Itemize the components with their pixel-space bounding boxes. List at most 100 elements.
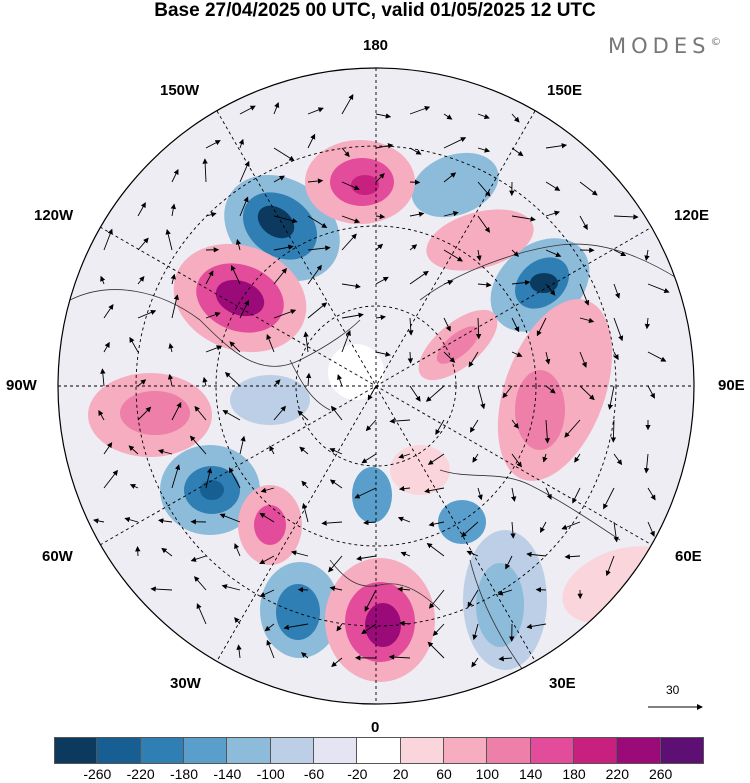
wind-arrow xyxy=(579,283,590,306)
wind-arrow xyxy=(273,147,295,161)
colorbar-tick-label: 180 xyxy=(562,766,586,782)
wind-arrow xyxy=(535,587,547,593)
wind-arrow xyxy=(644,317,651,330)
wind-arrow xyxy=(443,351,456,363)
wind-arrow xyxy=(398,485,411,492)
wind-arrow xyxy=(337,374,343,387)
wind-arrow xyxy=(307,178,324,184)
wind-arrow xyxy=(321,520,343,526)
colorbar-swatch xyxy=(140,737,184,764)
colorbar-swatch xyxy=(357,737,401,764)
wind-arrow xyxy=(171,168,179,183)
lon-label-150w: 150W xyxy=(160,82,200,99)
wind-arrow xyxy=(239,435,246,455)
wind-arrow xyxy=(443,137,467,149)
colorbar-tick-label: -260 xyxy=(83,766,112,782)
wind-arrow xyxy=(511,351,523,357)
wind-arrow xyxy=(100,275,106,285)
wind-arrow xyxy=(472,623,479,641)
wind-arrow xyxy=(329,479,343,489)
wind-arrow xyxy=(511,317,520,333)
wind-arrow xyxy=(443,113,453,120)
wind-arrow xyxy=(545,143,568,149)
wind-arrow xyxy=(472,453,479,463)
wind-arrow xyxy=(397,586,411,592)
lon-label-60e: 60E xyxy=(675,548,702,565)
colorbar-tick-label: -20 xyxy=(347,766,368,782)
wind-arrow xyxy=(137,379,147,387)
wind-arrow xyxy=(511,453,522,468)
wind-arrow xyxy=(157,449,173,455)
wind-arrow xyxy=(564,553,581,560)
wind-arrow xyxy=(647,521,655,537)
wind-arrow xyxy=(135,546,141,557)
brand-logo: MODES© xyxy=(608,34,722,58)
wind-arrow xyxy=(238,138,244,149)
wind-arrow xyxy=(205,312,221,319)
wind-arrow xyxy=(205,345,223,353)
wind-arrow xyxy=(196,603,207,625)
lon-label-120w: 120W xyxy=(34,207,74,224)
colorbar-swatch xyxy=(617,737,661,764)
wind-arrow xyxy=(330,405,343,421)
colorbar-tick-label: -60 xyxy=(303,766,325,782)
wind-arrow xyxy=(466,550,479,557)
wind-arrow xyxy=(228,467,241,489)
colorbar-swatch xyxy=(660,737,704,764)
wind-arrow xyxy=(409,385,421,402)
wind-arrow xyxy=(511,419,519,429)
wind-arrow xyxy=(341,215,361,224)
wind-arrow xyxy=(613,521,619,543)
wind-arrow xyxy=(375,351,391,357)
lon-label-30e: 30E xyxy=(549,675,576,692)
wind-arrow xyxy=(428,521,445,527)
wind-arrow xyxy=(579,351,587,368)
wind-arrow xyxy=(579,181,598,196)
wind-arrow xyxy=(307,107,324,115)
colorbar-tick-label: -180 xyxy=(169,766,199,782)
wind-arrow xyxy=(297,587,309,593)
wind-arrow xyxy=(341,181,360,191)
lon-label-90e: 90E xyxy=(718,377,745,394)
reference-vector-label: 30 xyxy=(666,683,680,697)
wind-arrow xyxy=(610,419,617,443)
wind-arrow xyxy=(307,215,328,228)
wind-arrow xyxy=(461,521,479,538)
wind-arrow xyxy=(409,179,421,185)
colorbar-tick-label: -140 xyxy=(213,766,242,782)
wind-arrow xyxy=(477,147,491,153)
wind-arrow xyxy=(103,228,113,251)
wind-arrow xyxy=(239,105,256,115)
coastlines xyxy=(69,243,681,681)
wind-arrow xyxy=(259,589,275,597)
wind-arrow xyxy=(409,211,425,217)
wind-arrow xyxy=(190,555,207,562)
colorbar-frame xyxy=(54,737,704,764)
wind-arrow xyxy=(443,249,463,262)
wind-arrow xyxy=(341,233,357,251)
wind-arrow xyxy=(124,517,139,523)
wind-arrow xyxy=(574,453,581,463)
wind-arrow xyxy=(375,314,386,321)
wind-arrow xyxy=(234,617,241,625)
wind-arrow xyxy=(167,373,174,387)
wind-arrow xyxy=(477,113,490,120)
wind-arrow xyxy=(329,585,343,592)
wind-arrow xyxy=(273,215,298,224)
wind-arrow xyxy=(545,249,562,257)
wind-arrow xyxy=(222,410,241,421)
wind-arrow xyxy=(443,317,451,332)
wind-arrow xyxy=(511,113,520,123)
wind-arrow xyxy=(301,480,309,489)
colorbar-tick-label: -220 xyxy=(126,766,155,782)
wind-arrow xyxy=(328,555,343,573)
colorbar-tick-label: -100 xyxy=(256,766,285,782)
wind-arrow xyxy=(290,550,309,557)
wind-arrow xyxy=(137,406,152,421)
wind-arrow xyxy=(303,331,309,353)
wind-arrow xyxy=(605,555,615,577)
wind-arrow xyxy=(443,172,457,183)
colorbar-swatch xyxy=(487,737,531,764)
wind-arrow xyxy=(307,245,331,251)
wind-arrow xyxy=(336,623,343,632)
